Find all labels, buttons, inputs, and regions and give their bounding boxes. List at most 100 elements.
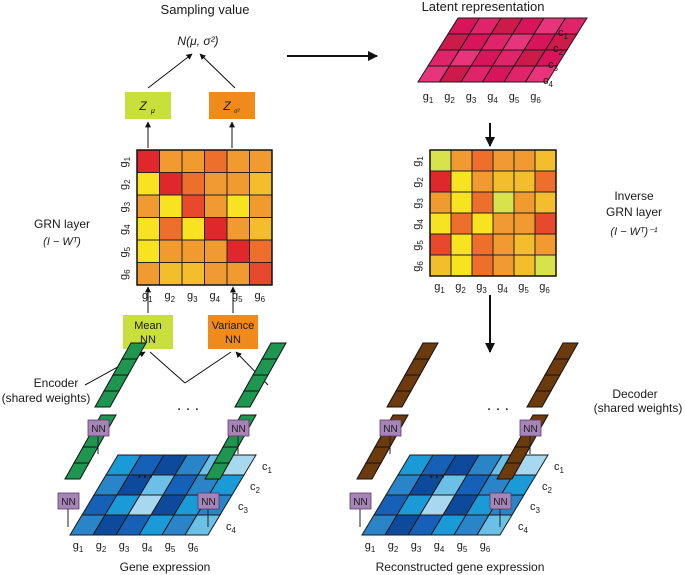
inverse-row-label: g2 xyxy=(411,177,425,188)
weight-strip-cell xyxy=(112,358,138,376)
inverse-cell xyxy=(513,212,536,235)
grn-col-label: g3 xyxy=(187,290,198,304)
nn-box-label: NN xyxy=(231,424,245,435)
grn-cell xyxy=(204,262,228,286)
inverse-formula-label: (I − Wᵀ)⁻¹ xyxy=(610,226,657,238)
grn-col-label: g5 xyxy=(232,290,243,304)
grn-col-label: g6 xyxy=(254,290,265,304)
grn-cell xyxy=(159,172,183,196)
latent-gene-label: g1 xyxy=(423,91,434,105)
expression-cell-label: c2 xyxy=(542,481,553,495)
grn-cell xyxy=(136,149,160,173)
expression-gene-label: g4 xyxy=(434,540,445,554)
inverse-row-labels: g1 g2 g3 g4 g5 g6 xyxy=(411,156,425,272)
decoder-label: Decoder xyxy=(612,387,657,401)
inverse-label-2: GRN layer xyxy=(606,205,662,219)
expression-gene-label: g3 xyxy=(411,540,422,554)
latent-cell-label: c3 xyxy=(548,59,559,73)
nn-box-label: NN xyxy=(383,424,397,435)
grn-row-labels: g1 g2 g3 g4 g5 g6 xyxy=(118,156,132,280)
inverse-cell xyxy=(492,254,515,277)
inverse-cell xyxy=(513,149,536,172)
inverse-col-labels: g1 g2 g3 g4 g5 g6 xyxy=(434,281,550,295)
grn-row-label: g2 xyxy=(118,179,132,190)
grn-cell xyxy=(249,172,273,196)
weight-strip-cell xyxy=(73,446,99,464)
z-sigma-box xyxy=(209,92,255,119)
inverse-cell xyxy=(450,233,473,256)
latent-gene-label: g6 xyxy=(530,91,541,105)
latent-gene-label: g5 xyxy=(509,91,520,105)
nn-box xyxy=(489,492,512,510)
expression-gene-label: g5 xyxy=(165,540,176,554)
nn-box-label: NN xyxy=(493,497,507,508)
grn-cell xyxy=(204,149,228,173)
weight-strip-cell xyxy=(413,342,439,360)
nn-box-label: NN xyxy=(523,424,537,435)
inverse-col-label: g2 xyxy=(455,281,466,295)
latent-cell-label: c1 xyxy=(558,27,569,41)
expression-gene-label: g2 xyxy=(96,540,107,554)
nn-box xyxy=(227,419,250,437)
inverse-cell xyxy=(534,254,557,277)
inverse-cell xyxy=(450,149,473,172)
inverse-row-label: g3 xyxy=(411,198,425,209)
weight-strip-cell xyxy=(526,390,552,408)
weight-strip-cell xyxy=(103,374,129,392)
inverse-col-label: g5 xyxy=(518,281,529,295)
grn-cell xyxy=(181,149,205,173)
grn-cell xyxy=(136,172,160,196)
grn-row-label: g4 xyxy=(118,224,132,235)
grn-cell xyxy=(159,194,183,218)
expression-gene-label: g1 xyxy=(73,540,84,554)
gene-expression-label: Gene expression xyxy=(120,560,211,574)
grn-cell xyxy=(249,239,273,263)
inverse-cell xyxy=(429,149,452,172)
inverse-cell xyxy=(513,233,536,256)
nn-box-label: NN xyxy=(91,424,105,435)
inverse-col-label: g6 xyxy=(539,281,550,295)
expression-cell-label: c3 xyxy=(530,501,541,515)
grn-border xyxy=(136,149,273,286)
weight-strip-cell xyxy=(535,374,561,392)
grid-ellipsis: • • • xyxy=(430,472,444,482)
weight-strip-cell xyxy=(386,390,412,408)
grn-cell xyxy=(136,239,160,263)
grn-cell xyxy=(249,149,273,173)
weight-strip-cell xyxy=(94,390,120,408)
inverse-cell xyxy=(471,233,494,256)
grn-cell xyxy=(204,194,228,218)
weight-strip-cell xyxy=(252,358,278,376)
inverse-cell xyxy=(471,254,494,277)
inverse-col-label: g1 xyxy=(434,281,445,295)
expression-gene-label: g5 xyxy=(457,540,468,554)
grn-cell xyxy=(159,217,183,241)
grn-cell xyxy=(226,239,250,263)
encoder-shared-weights-label: (shared weights) xyxy=(2,391,91,405)
z-sigma-label: Z xyxy=(222,99,231,113)
grn-cell xyxy=(249,262,273,286)
inverse-cell xyxy=(513,170,536,193)
inverse-border xyxy=(429,149,557,277)
inverse-cell xyxy=(471,149,494,172)
weight-strip-cell xyxy=(404,358,430,376)
weight-strip-cell xyxy=(234,390,260,408)
grn-row-label: g5 xyxy=(118,246,132,257)
inverse-cell xyxy=(429,170,452,193)
normal-distribution-label: N(μ, σ²) xyxy=(177,34,218,48)
inverse-cell xyxy=(471,191,494,214)
inverse-cell xyxy=(450,170,473,193)
nn-box-label: NN xyxy=(353,497,367,508)
inverse-cell xyxy=(492,233,515,256)
z-mu-box xyxy=(125,92,171,119)
expression-gene-label: g4 xyxy=(142,540,153,554)
grn-layer-label: GRN layer xyxy=(34,217,90,231)
grn-cell xyxy=(226,217,250,241)
grn-cell xyxy=(249,217,273,241)
expression-cell-label: c4 xyxy=(226,521,237,535)
latent-gene-label: g4 xyxy=(487,91,498,105)
